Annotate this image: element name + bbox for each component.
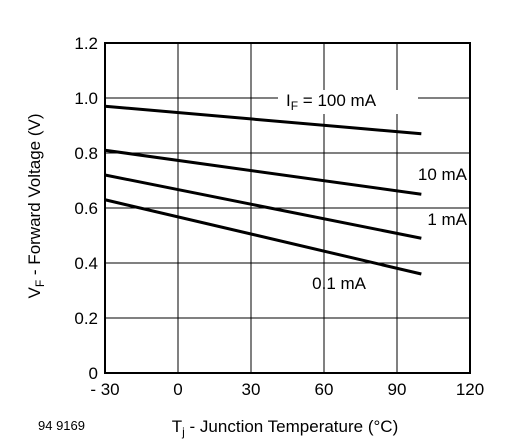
y-tick-label: 0.2 xyxy=(74,309,98,328)
y-tick-label: 0 xyxy=(89,364,98,383)
series-line-1 xyxy=(104,148,422,196)
y-tick-label: 1.2 xyxy=(74,34,98,53)
series-label-1: 10 mA xyxy=(418,165,468,184)
series-line-3 xyxy=(104,198,422,276)
x-tick-label: 90 xyxy=(388,380,407,399)
x-tick-label: 0 xyxy=(173,380,182,399)
y-tick-label: 0.6 xyxy=(74,199,98,218)
y-tick-label: 0.8 xyxy=(74,144,98,163)
series-label-0: IF = 100 mA xyxy=(286,91,377,113)
y-tick-label: 1.0 xyxy=(74,89,98,108)
plot-frame xyxy=(104,42,471,374)
x-tick-label: - 30 xyxy=(90,380,119,399)
x-axis-label: Tj - Junction Temperature (°C) xyxy=(172,417,398,439)
series-label-background xyxy=(278,90,418,114)
x-tick-label: 30 xyxy=(242,380,261,399)
labels: IF = 100 mA 10 mA 1 mA 0.1 mA xyxy=(278,90,468,293)
y-axis-label: VF - Forward Voltage (V) xyxy=(25,114,47,299)
series-label-3: 0.1 mA xyxy=(312,274,367,293)
series-line-2 xyxy=(104,173,422,240)
series-lines xyxy=(104,104,422,276)
x-tick-label: 60 xyxy=(315,380,334,399)
series-line-0 xyxy=(104,104,422,136)
y-tick-label: 0.4 xyxy=(74,254,98,273)
document-id: 94 9169 xyxy=(38,418,85,433)
series-label-2: 1 mA xyxy=(427,210,467,229)
x-tick-label: 120 xyxy=(456,380,484,399)
